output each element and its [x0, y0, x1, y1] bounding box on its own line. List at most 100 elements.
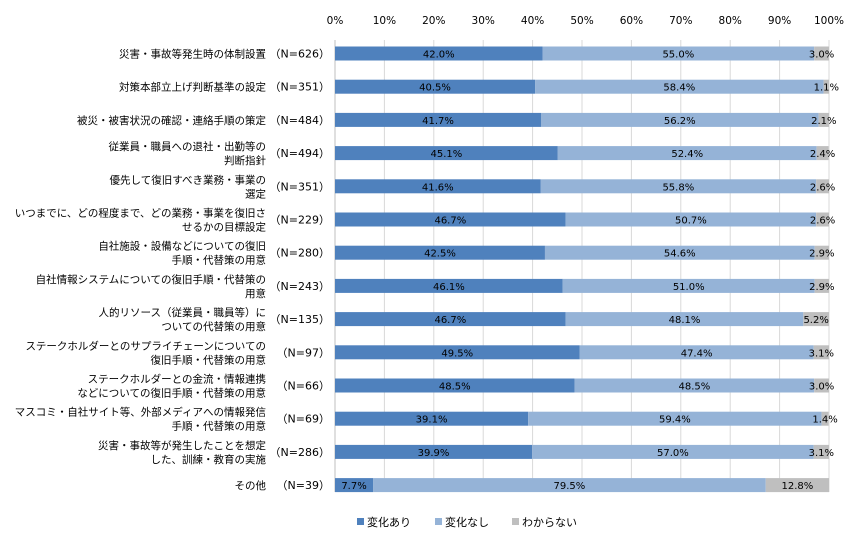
x-tick-label: 80% — [719, 15, 742, 27]
bar-segment — [562, 278, 815, 293]
category-label: 選定 — [245, 187, 266, 200]
bar-segment — [818, 112, 829, 127]
data-label: 52.4% — [671, 149, 703, 160]
category-label: した、訓練・教育の実施 — [151, 453, 267, 466]
bar-segment — [557, 146, 817, 161]
data-label: 48.5% — [678, 382, 710, 393]
data-label: 40.5% — [419, 83, 451, 94]
data-label: 48.1% — [669, 315, 701, 326]
category-label: 手順・代替策の用意 — [172, 254, 267, 267]
n-label: （N=243） — [270, 280, 330, 293]
bar-segment — [574, 378, 815, 393]
data-label: 46.1% — [433, 282, 465, 293]
data-label: 55.8% — [662, 182, 694, 193]
bar-segment — [565, 212, 817, 227]
data-label: 3.0% — [809, 382, 834, 393]
n-label: （N=484） — [270, 114, 330, 127]
n-label: （N=66） — [277, 380, 330, 393]
legend-label: 変化あり — [367, 515, 411, 529]
bar-segment — [813, 444, 829, 459]
bar-segment — [816, 146, 829, 161]
bar-segment — [814, 245, 829, 260]
n-label: （N=69） — [277, 413, 330, 426]
category-labels: （N=626） 災害・事故等発生時の体制設置 （N=351） 対策本部立上げ判断基準の… — [15, 48, 330, 493]
data-label: 2.1% — [811, 116, 836, 127]
bar-segment — [821, 411, 829, 426]
bar-segment — [335, 179, 541, 194]
bar-segment — [335, 444, 533, 459]
bar-segment — [335, 378, 575, 393]
data-label: 48.5% — [439, 382, 471, 393]
x-tick-label: 10% — [373, 15, 396, 27]
x-tick-label: 40% — [521, 15, 544, 27]
n-label: （N=280） — [270, 247, 330, 260]
bar-segment — [579, 345, 814, 360]
x-tick-label: 90% — [768, 15, 791, 27]
category-label: 復旧手順・代替策の用意 — [151, 353, 267, 366]
category-label: 従業員・職員への退社・出勤等の — [109, 140, 267, 153]
x-tick-label: 60% — [620, 15, 643, 27]
category-label: 手順・代替策の用意 — [172, 420, 267, 433]
data-label: 2.6% — [810, 182, 835, 193]
data-label: 3.1% — [809, 348, 834, 359]
x-axis-ticks: 0% 10% 20% 30% 40% 50% 60% 70% 80% 90% 100% — [327, 15, 844, 27]
data-label: 3.0% — [809, 50, 834, 61]
data-label: 59.4% — [659, 415, 691, 426]
category-label: 自社情報システムについての復旧手順・代替策の — [36, 273, 266, 286]
data-label: 3.1% — [809, 448, 834, 459]
bar-segment — [535, 79, 824, 94]
category-label: 自社施設・設備などについての復旧 — [98, 240, 266, 253]
x-tick-label: 70% — [669, 15, 692, 27]
data-label: 1.4% — [812, 415, 837, 426]
category-label: 災害・事故等が発生したことを想定 — [98, 439, 266, 452]
data-label: 2.6% — [810, 216, 835, 227]
data-label: 41.7% — [422, 116, 454, 127]
bars: 42.0% 55.0% 3.0% 40.5% 58.4% 1.1% 41.7% 56.2% 2.… — [335, 46, 839, 493]
bar-segment — [335, 46, 543, 61]
bar-segment — [765, 478, 829, 493]
data-label: 49.5% — [441, 348, 473, 359]
category-label: その他 — [235, 479, 267, 492]
bar-segment — [803, 312, 829, 327]
n-label: （N=135） — [270, 313, 330, 326]
data-label: 5.2% — [803, 315, 828, 326]
n-label: （N=97） — [277, 346, 330, 359]
legend-swatch — [357, 518, 364, 525]
data-label: 39.9% — [418, 448, 450, 459]
bar-segment — [335, 478, 374, 493]
n-label: （N=229） — [270, 214, 330, 227]
bar-segment — [335, 245, 545, 260]
data-label: 54.6% — [664, 249, 696, 260]
bar-segment — [532, 444, 814, 459]
bar-segment — [335, 345, 580, 360]
bar-segment — [335, 112, 541, 127]
category-label: 被災・被害状況の確認・連絡手順の策定 — [77, 114, 266, 127]
legend-swatch — [435, 518, 442, 525]
bar-segment — [814, 378, 829, 393]
category-label: ついての代替策の用意 — [161, 320, 266, 333]
n-label: （N=494） — [270, 147, 330, 160]
bar-segment — [335, 146, 558, 161]
data-label: 1.1% — [814, 83, 839, 94]
category-label: 災害・事故等発生時の体制設置 — [119, 48, 266, 61]
bar-segment — [823, 79, 829, 94]
data-label: 46.7% — [434, 315, 466, 326]
data-label: 39.1% — [416, 415, 448, 426]
x-tick-label: 50% — [570, 15, 593, 27]
data-label: 7.7% — [341, 481, 366, 492]
data-label: 55.0% — [662, 50, 694, 61]
legend-label: わからない — [522, 516, 577, 529]
data-label: 46.7% — [434, 216, 466, 227]
category-label: ステークホルダーとの金流・情報連携 — [88, 373, 266, 386]
bar-segment — [816, 179, 829, 194]
category-label: ステークホルダーとのサプライチェーンについての — [25, 339, 266, 352]
bar-segment — [335, 312, 566, 327]
category-label: 対策本部立上げ判断基準の設定 — [119, 81, 266, 94]
bar-segment — [565, 312, 804, 327]
bar-segment — [542, 46, 815, 61]
bar-segment — [814, 46, 829, 61]
category-label: 用意 — [245, 287, 266, 300]
data-label: 51.0% — [673, 282, 705, 293]
bar-segment — [813, 345, 829, 360]
